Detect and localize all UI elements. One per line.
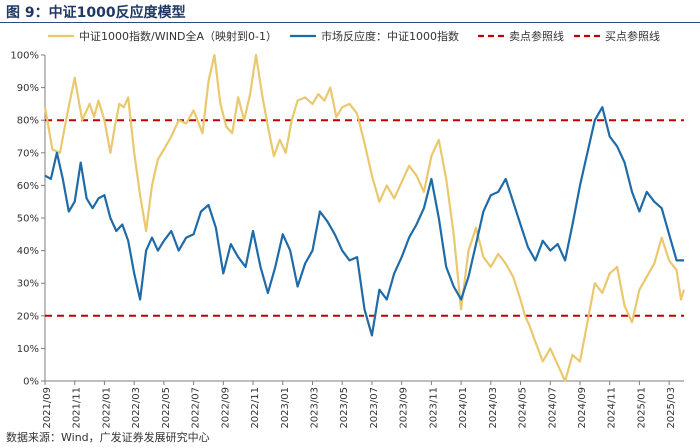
x-tick-label: 2024/07: [547, 387, 558, 429]
y-tick-label: 100%: [10, 51, 39, 62]
x-tick-label: 2024/09: [577, 387, 588, 429]
x-tick-label: 2025/01: [636, 387, 647, 429]
figure-title: 图 9：中证1000反应度模型: [6, 5, 186, 21]
series-lines: [43, 53, 686, 383]
y-tick-label: 90%: [17, 83, 39, 94]
source-note: 数据来源：Wind，广发证券发展研究中心: [6, 431, 210, 444]
market-reaction-line: [44, 106, 684, 337]
y-tick-label: 70%: [17, 148, 39, 159]
y-tick-label: 40%: [17, 246, 39, 257]
legend-item-sell-line: 卖点参照线: [478, 29, 564, 43]
legend-label: 市场反应度：中证1000指数: [321, 29, 459, 43]
x-tick-label: 2023/09: [399, 387, 410, 429]
y-tick-label: 20%: [17, 311, 39, 322]
legend-item-market-reaction: 市场反应度：中证1000指数: [290, 29, 459, 43]
legend-item-buy-line: 买点参照线: [574, 29, 660, 43]
legend-label: 买点参照线: [605, 29, 660, 43]
x-tick-label: 2023/01: [280, 387, 291, 429]
y-tick-label: 50%: [17, 214, 39, 225]
x-tick-label: 2022/11: [250, 387, 261, 429]
x-tick-label: 2021/09: [42, 387, 53, 429]
x-tick-label: 2022/05: [161, 387, 172, 429]
x-tick-label: 2024/05: [518, 387, 529, 429]
x-tick-label: 2022/09: [220, 387, 231, 429]
y-tick-label: 0%: [23, 377, 39, 388]
legend-item-index-ratio: 中证1000指数/WIND全A（映射到0-1）: [48, 29, 277, 43]
x-tick-label: 2023/05: [339, 387, 350, 429]
x-tick-label: 2022/07: [191, 387, 202, 429]
index-ratio-line: [43, 53, 686, 383]
title-rule: [0, 22, 700, 23]
x-tick-label: 2022/01: [101, 387, 112, 429]
x-tick-label: 2023/11: [428, 387, 439, 429]
x-tick-label: 2023/07: [369, 387, 380, 429]
legend: 中证1000指数/WIND全A（映射到0-1） 市场反应度：中证1000指数 卖点参…: [48, 29, 660, 43]
legend-label: 中证1000指数/WIND全A（映射到0-1）: [79, 29, 277, 43]
x-tick-label: 2024/03: [488, 387, 499, 429]
y-tick-label: 10%: [17, 344, 39, 355]
reference-lines: [45, 119, 684, 317]
chart-axes: 0% 10% 20% 30% 40% 50% 60% 70% 80% 90% 100% 2021/09…: [10, 51, 684, 429]
x-tick-label: 2024/11: [607, 387, 618, 429]
x-tick-label: 2022/03: [131, 387, 142, 429]
y-tick-label: 30%: [17, 279, 39, 290]
legend-label: 卖点参照线: [509, 29, 564, 43]
x-tick-label: 2025/03: [666, 387, 677, 429]
x-tick-label: 2021/11: [72, 387, 83, 429]
x-tick-label: 2023/03: [309, 387, 320, 429]
x-tick-label: 2024/01: [458, 387, 469, 429]
y-tick-label: 60%: [17, 181, 39, 192]
y-tick-label: 80%: [17, 116, 39, 127]
